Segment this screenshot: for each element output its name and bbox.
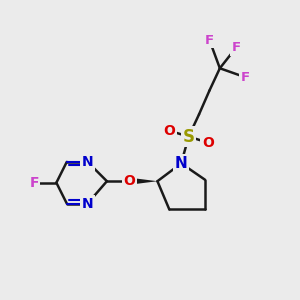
Text: O: O — [202, 136, 214, 150]
Text: F: F — [232, 41, 241, 54]
Text: F: F — [241, 71, 250, 84]
Text: F: F — [29, 176, 39, 190]
Text: O: O — [164, 124, 175, 138]
Text: N: N — [82, 196, 93, 211]
Polygon shape — [129, 178, 158, 185]
Text: F: F — [205, 34, 214, 46]
Text: N: N — [82, 155, 93, 169]
Text: O: O — [123, 174, 135, 188]
Text: S: S — [183, 128, 195, 146]
Text: N: N — [175, 156, 188, 171]
